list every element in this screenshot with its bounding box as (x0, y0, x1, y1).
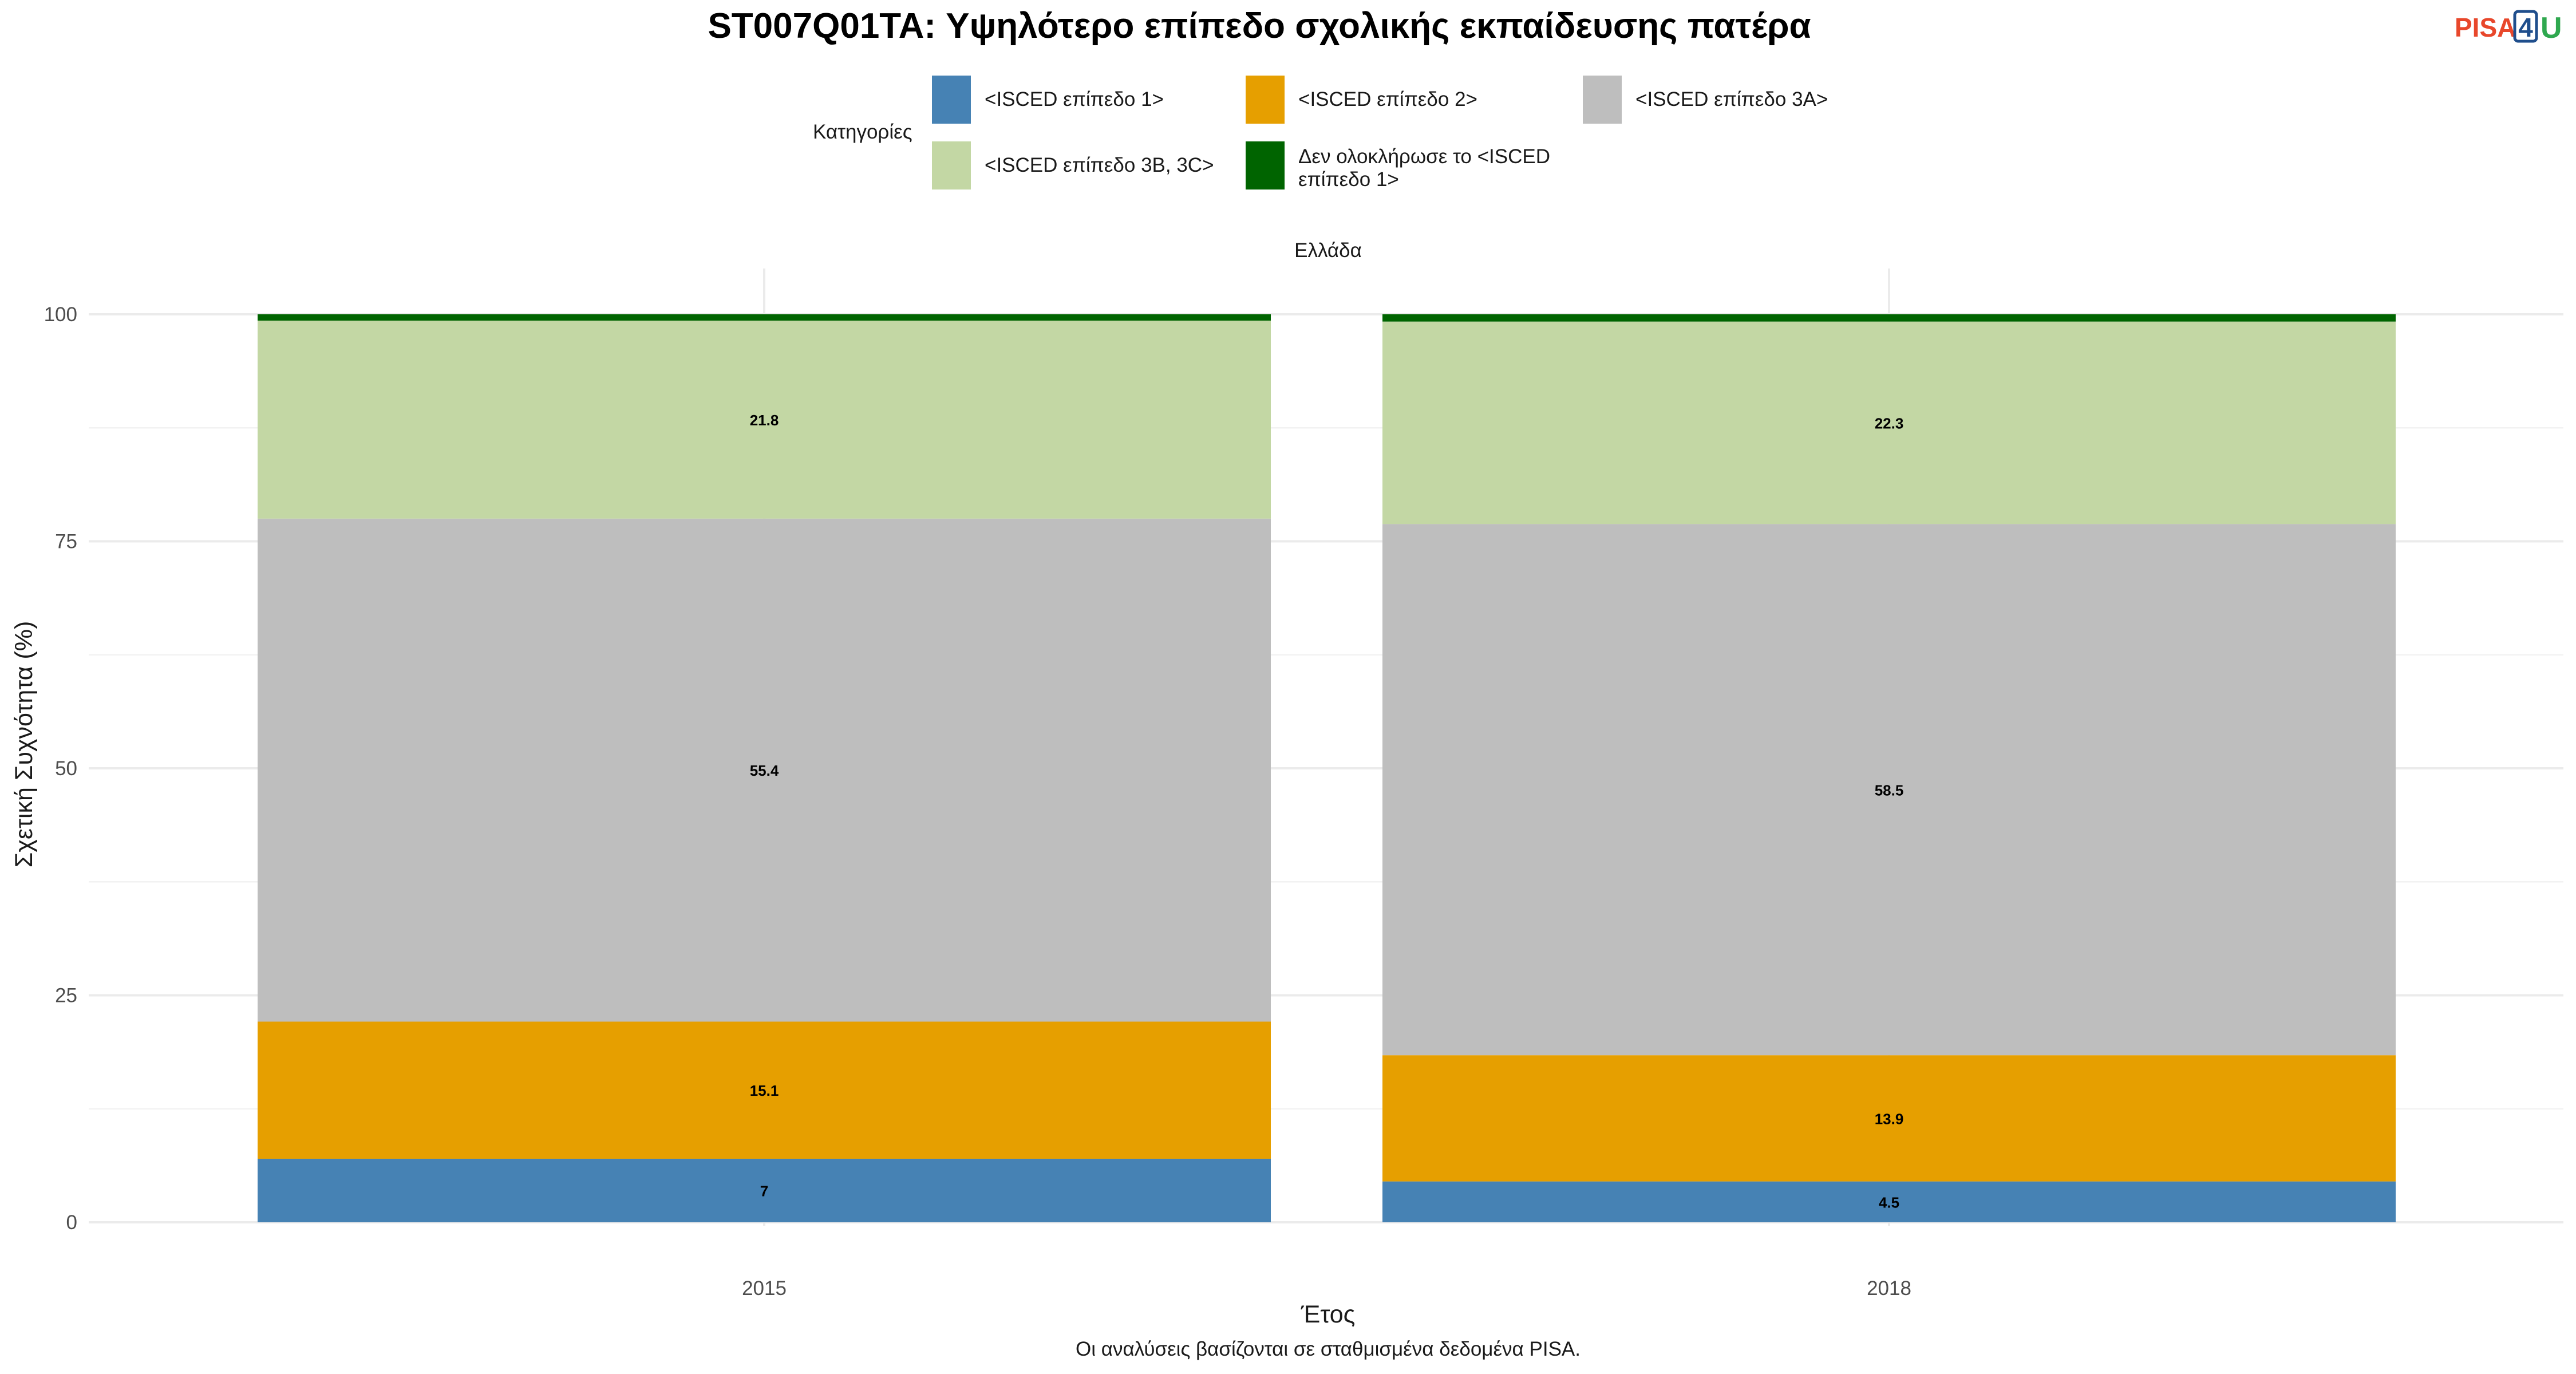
bar-segment (1382, 524, 2396, 1056)
legend-swatch (1583, 76, 1622, 124)
legend-item: <ISCED επίπεδο 3A> (1583, 76, 1828, 124)
legend-title: Κατηγορίες (813, 121, 912, 143)
legend-swatch (932, 76, 971, 124)
pisa4u-logo: PISA 4 U (2455, 10, 2562, 45)
bar-segment (1382, 1181, 2396, 1222)
data-label: 22.3 (1875, 415, 1904, 432)
legend-item: <ISCED επίπεδο 1> (932, 76, 1164, 124)
bar-segment (258, 1158, 1271, 1222)
data-label: 13.9 (1875, 1110, 1904, 1127)
data-label: 21.8 (750, 412, 779, 429)
legend-label: <ISCED επίπεδο 2> (1298, 88, 1477, 110)
x-axis: 2015 2018 (742, 1277, 1911, 1300)
legend-item: Δεν ολοκλήρωσε το <ISCED επίπεδο 1> (1246, 141, 1550, 191)
data-label: 55.4 (750, 762, 779, 779)
legend-swatch (932, 141, 971, 189)
y-tick-label: 25 (55, 985, 77, 1007)
y-axis: 0 25 50 75 100 (44, 303, 77, 1234)
caption: Οι αναλύσεις βασίζονται σε σταθμισμένα δ… (1076, 1338, 1581, 1360)
x-axis-title: Έτος (1301, 1301, 1356, 1328)
data-label: 7 (760, 1182, 768, 1199)
data-label: 15.1 (750, 1082, 779, 1099)
facet-label: Ελλάδα (1294, 239, 1362, 262)
logo-text: PISA (2455, 13, 2516, 42)
bar-segment (1382, 314, 2396, 322)
bar-segment (258, 518, 1271, 1022)
bar-segment (258, 314, 1271, 321)
logo-text-u: U (2541, 11, 2562, 45)
bar-segment (258, 1021, 1271, 1159)
data-label: 58.5 (1875, 781, 1904, 799)
bar-segment (1382, 321, 2396, 524)
legend: <ISCED επίπεδο 1> <ISCED επίπεδο 2> <ISCED… (932, 76, 1828, 191)
legend-item: <ISCED επίπεδο 2> (1246, 76, 1477, 124)
legend-swatch (1246, 76, 1285, 124)
bar-segment (258, 321, 1271, 519)
x-tick-label: 2018 (1867, 1277, 1911, 1300)
y-axis-title: Σχετική Συχνότητα (%) (10, 621, 38, 868)
legend-label: <ISCED επίπεδο 3A> (1635, 88, 1828, 110)
legend-label: <ISCED επίπεδο 1> (985, 88, 1164, 110)
x-tick-label: 2015 (742, 1277, 787, 1300)
bars (258, 314, 2396, 1222)
bar-segment (1382, 1055, 2396, 1182)
y-tick-label: 0 (66, 1211, 77, 1234)
legend-item: <ISCED επίπεδο 3B, 3C> (932, 141, 1214, 189)
legend-swatch (1246, 141, 1285, 189)
legend-label: Δεν ολοκλήρωσε το <ISCED επίπεδο 1> (1298, 145, 1550, 191)
y-tick-label: 75 (55, 531, 77, 553)
data-label: 4.5 (1879, 1194, 1899, 1211)
logo-box (2513, 10, 2538, 43)
y-tick-label: 50 (55, 757, 77, 780)
logo-digit: 4 (2518, 13, 2533, 42)
legend-label: <ISCED επίπεδο 3B, 3C> (985, 154, 1214, 176)
bar-labels: 7 15.1 55.4 21.8 4.5 13.9 58.5 22.3 (750, 412, 1904, 1211)
chart-title: ST007Q01TA: Υψηλότερο επίπεδο σχολικής ε… (708, 6, 1811, 46)
y-tick-label: 100 (44, 303, 77, 326)
